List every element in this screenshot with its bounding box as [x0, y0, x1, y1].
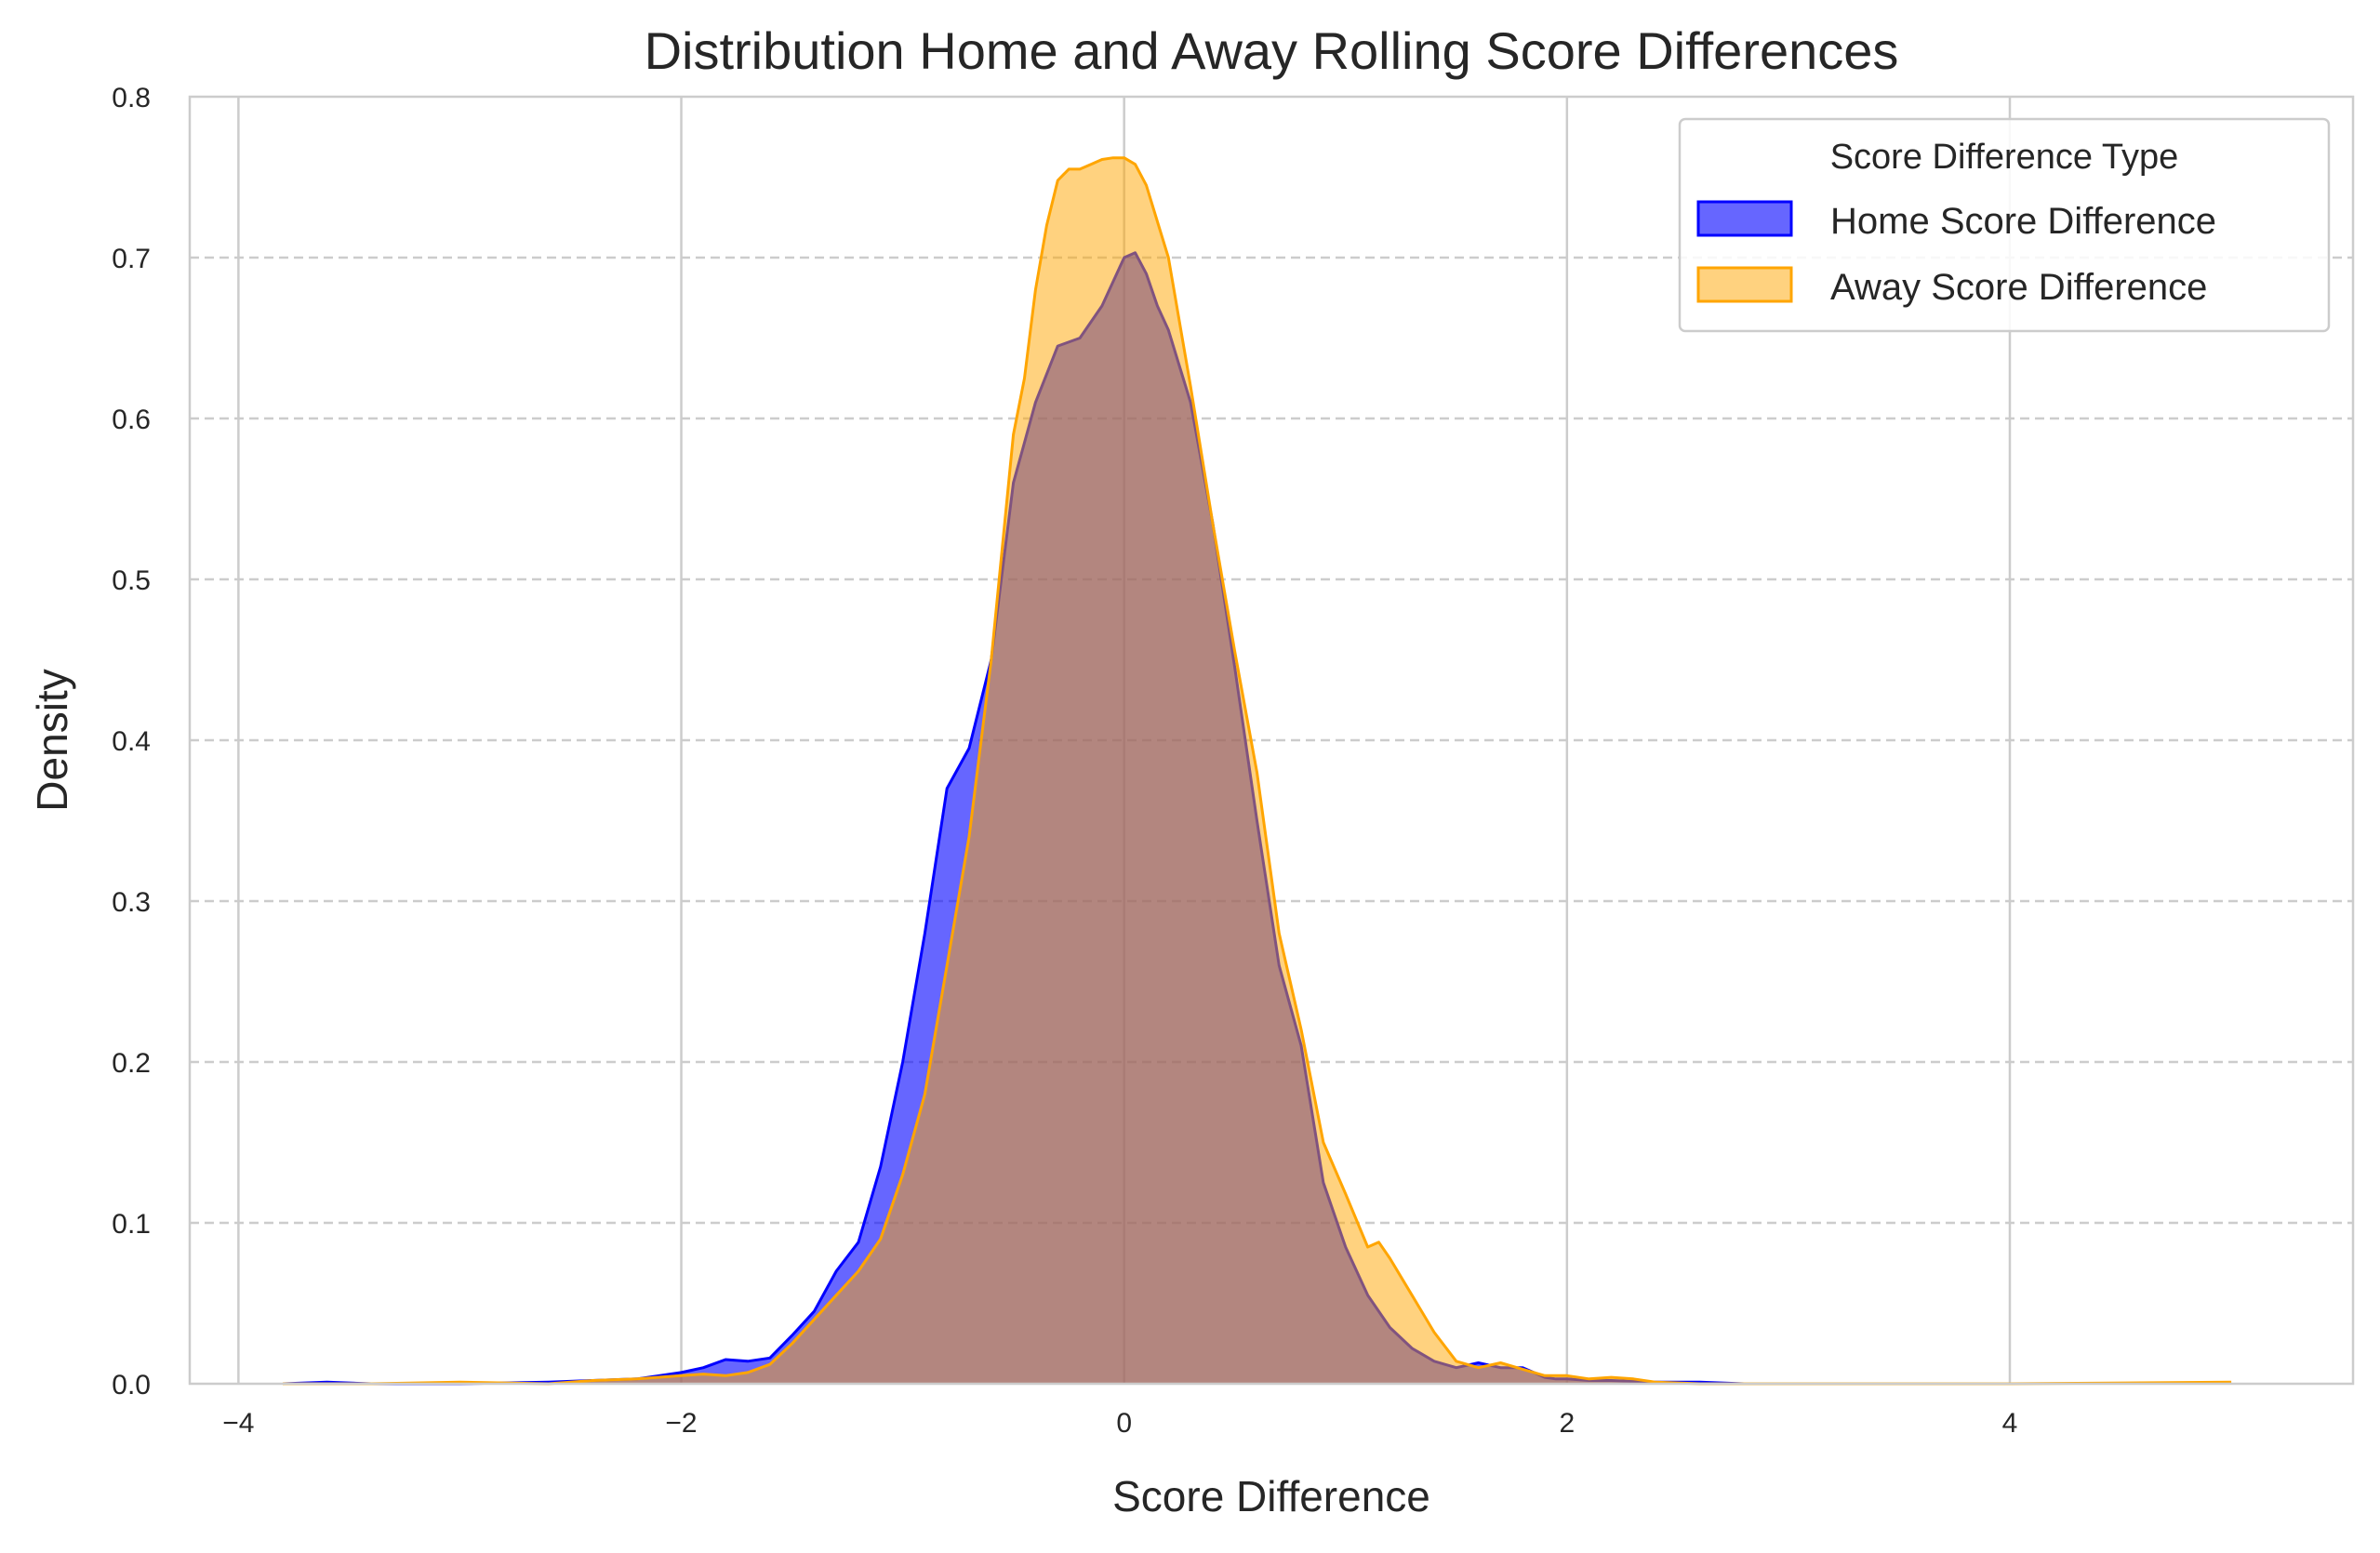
- x-tick-label: −2: [665, 1408, 697, 1439]
- x-tick-label: 4: [2002, 1408, 2018, 1439]
- legend-label-away: Away Score Difference: [1830, 267, 2207, 308]
- legend: Score Difference Type Home Score Differe…: [1678, 117, 2331, 333]
- y-tick-label: 0.1: [112, 1209, 151, 1240]
- x-tick-label: 0: [1116, 1408, 1132, 1439]
- plot-area-frame: [188, 95, 2355, 1386]
- x-axis-ticks: −4 −2 0 2 4: [222, 1408, 2017, 1439]
- y-axis-title: Density: [28, 669, 76, 811]
- y-tick-label: 0.2: [112, 1048, 151, 1079]
- y-tick-label: 0.8: [112, 83, 151, 113]
- legend-label-home: Home Score Difference: [1830, 201, 2216, 242]
- x-tick-label: −4: [222, 1408, 254, 1439]
- y-tick-label: 0.6: [112, 405, 151, 435]
- chart-title: Distribution Home and Away Rolling Score…: [645, 21, 1899, 80]
- series-line-1: [283, 156, 2232, 1386]
- legend-swatch-home: [1696, 200, 1793, 237]
- y-tick-label: 0.3: [112, 887, 151, 918]
- density-series: [282, 156, 2232, 1386]
- series-fill-1: [283, 157, 2232, 1385]
- x-tick-label: 2: [1559, 1408, 1575, 1439]
- y-tick-label: 0.0: [112, 1370, 151, 1400]
- legend-title: Score Difference Type: [1830, 138, 2179, 177]
- y-tick-label: 0.4: [112, 726, 151, 757]
- y-tick-label: 0.5: [112, 565, 151, 596]
- y-tick-label: 0.7: [112, 244, 151, 274]
- legend-frame: [1678, 117, 2331, 333]
- y-axis-ticks: 0.0 0.1 0.2 0.3 0.4 0.5 0.6 0.7 0.8: [112, 83, 151, 1400]
- x-axis-title: Score Difference: [1112, 1472, 1430, 1520]
- legend-swatch-away: [1696, 266, 1793, 303]
